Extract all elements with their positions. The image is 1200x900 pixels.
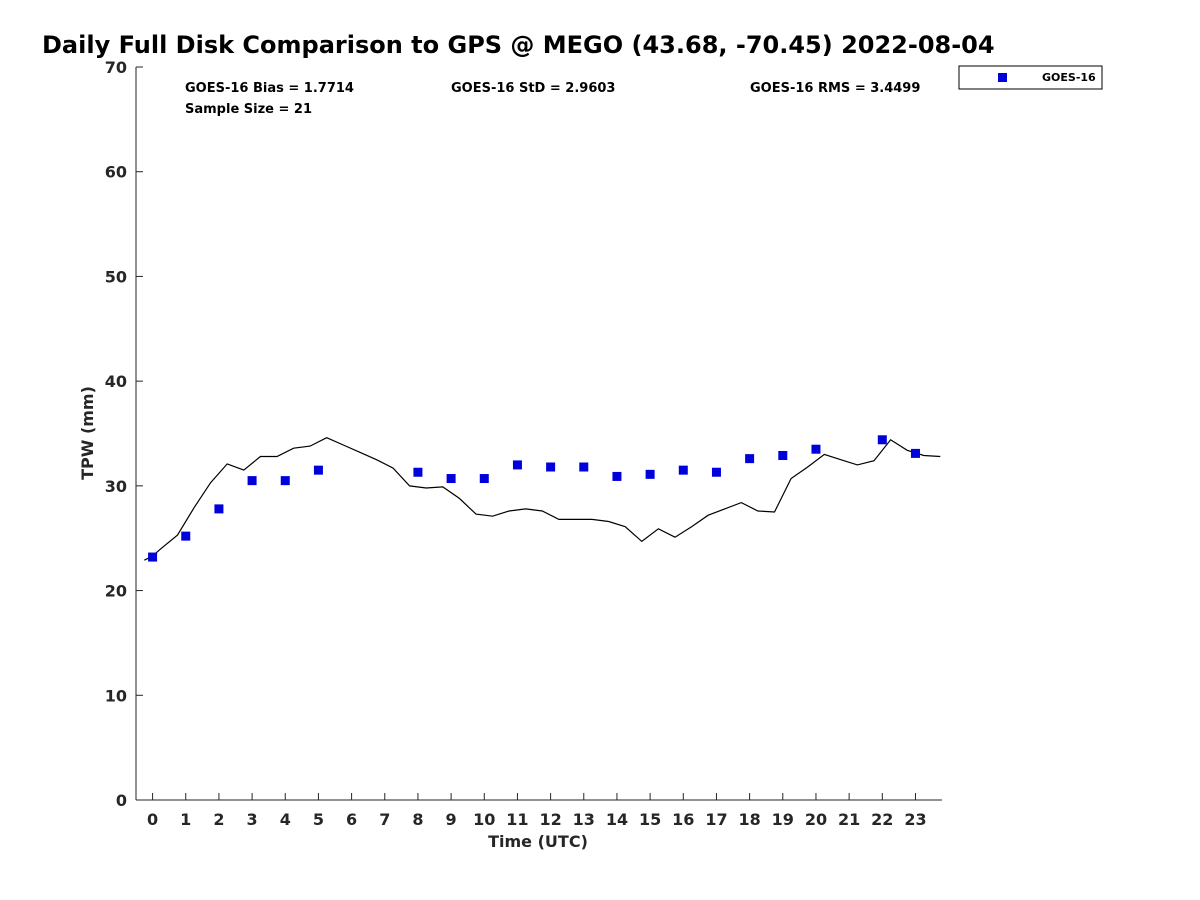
y-tick-label: 50 bbox=[105, 267, 127, 286]
x-tick-label: 19 bbox=[772, 810, 794, 829]
x-tick-label: 17 bbox=[705, 810, 727, 829]
x-tick-label: 6 bbox=[346, 810, 357, 829]
goes16-data-point bbox=[877, 435, 887, 445]
x-tick-label: 1 bbox=[180, 810, 191, 829]
goes16-data-point bbox=[280, 476, 290, 486]
x-tick-label: 10 bbox=[473, 810, 495, 829]
legend-label: GOES-16 bbox=[1042, 71, 1096, 84]
x-tick-label: 13 bbox=[573, 810, 595, 829]
goes16-data-point bbox=[678, 465, 688, 475]
goes16-data-point bbox=[446, 474, 456, 484]
legend-marker bbox=[998, 73, 1007, 82]
x-tick-label: 4 bbox=[280, 810, 291, 829]
goes16-data-point bbox=[811, 444, 821, 454]
x-tick-label: 7 bbox=[379, 810, 390, 829]
x-ticks: 0 1 2 3 4 5 6 7 8 9 10 11 12 13 14 15 16 17 18 19 20 21 22 23 bbox=[147, 793, 927, 829]
goes16-data-point bbox=[711, 467, 721, 477]
x-tick-label: 9 bbox=[446, 810, 457, 829]
goes16-data-point bbox=[214, 504, 224, 514]
std-stat: GOES-16 StD = 2.9603 bbox=[451, 81, 615, 96]
y-tick-label: 60 bbox=[105, 163, 127, 182]
series-layer bbox=[144, 435, 941, 562]
stats-box: GOES-16 Bias = 1.7714 GOES-16 StD = 2.96… bbox=[185, 81, 920, 117]
goes16-data-point bbox=[546, 462, 556, 472]
goes16-data-point bbox=[313, 465, 323, 475]
goes16-data-point bbox=[479, 474, 489, 484]
y-tick-label: 40 bbox=[105, 372, 127, 391]
bias-stat: GOES-16 Bias = 1.7714 bbox=[185, 81, 354, 96]
x-axis-label: Time (UTC) bbox=[488, 832, 588, 851]
x-tick-label: 2 bbox=[213, 810, 224, 829]
goes16-data-point bbox=[910, 448, 920, 458]
x-tick-label: 3 bbox=[247, 810, 258, 829]
x-tick-label: 14 bbox=[606, 810, 628, 829]
y-tick-label: 20 bbox=[105, 582, 127, 601]
y-tick-label: 10 bbox=[105, 686, 127, 705]
legend: GOES-16 bbox=[958, 65, 1103, 90]
goes16-data-point bbox=[778, 450, 788, 460]
legend-box bbox=[958, 65, 1103, 90]
x-tick-label: 23 bbox=[904, 810, 926, 829]
gps-tpw-line bbox=[144, 437, 941, 561]
y-tick-label: 0 bbox=[116, 791, 127, 810]
goes16-data-point bbox=[181, 531, 191, 541]
x-tick-label: 8 bbox=[412, 810, 423, 829]
goes16-data-point bbox=[745, 454, 755, 464]
sample-size-stat: Sample Size = 21 bbox=[185, 102, 312, 117]
y-axis-label: TPW (mm) bbox=[78, 386, 97, 480]
y-tick-label: 70 bbox=[105, 58, 127, 77]
goes16-data-point bbox=[512, 460, 522, 470]
rms-stat: GOES-16 RMS = 3.4499 bbox=[750, 81, 920, 96]
goes16-data-point bbox=[579, 462, 589, 472]
goes16-data-point bbox=[247, 476, 257, 486]
x-tick-label: 15 bbox=[639, 810, 661, 829]
goes16-data-point bbox=[645, 469, 655, 479]
x-tick-label: 0 bbox=[147, 810, 158, 829]
chart-title: Daily Full Disk Comparison to GPS @ MEGO… bbox=[42, 31, 995, 59]
y-ticks: 0 10 20 30 40 50 60 70 bbox=[105, 58, 143, 810]
x-tick-label: 18 bbox=[738, 810, 760, 829]
x-tick-label: 21 bbox=[838, 810, 860, 829]
goes16-data-point bbox=[612, 471, 622, 481]
y-tick-label: 30 bbox=[105, 477, 127, 496]
goes16-data-point bbox=[413, 467, 423, 477]
goes16-data-point bbox=[148, 552, 158, 562]
x-tick-label: 16 bbox=[672, 810, 694, 829]
x-tick-label: 20 bbox=[805, 810, 827, 829]
x-tick-label: 11 bbox=[506, 810, 528, 829]
x-tick-label: 22 bbox=[871, 810, 893, 829]
x-tick-label: 5 bbox=[313, 810, 324, 829]
x-tick-label: 12 bbox=[539, 810, 561, 829]
